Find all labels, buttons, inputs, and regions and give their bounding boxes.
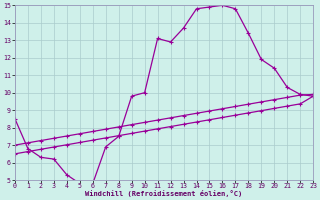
X-axis label: Windchill (Refroidissement éolien,°C): Windchill (Refroidissement éolien,°C) — [85, 190, 243, 197]
